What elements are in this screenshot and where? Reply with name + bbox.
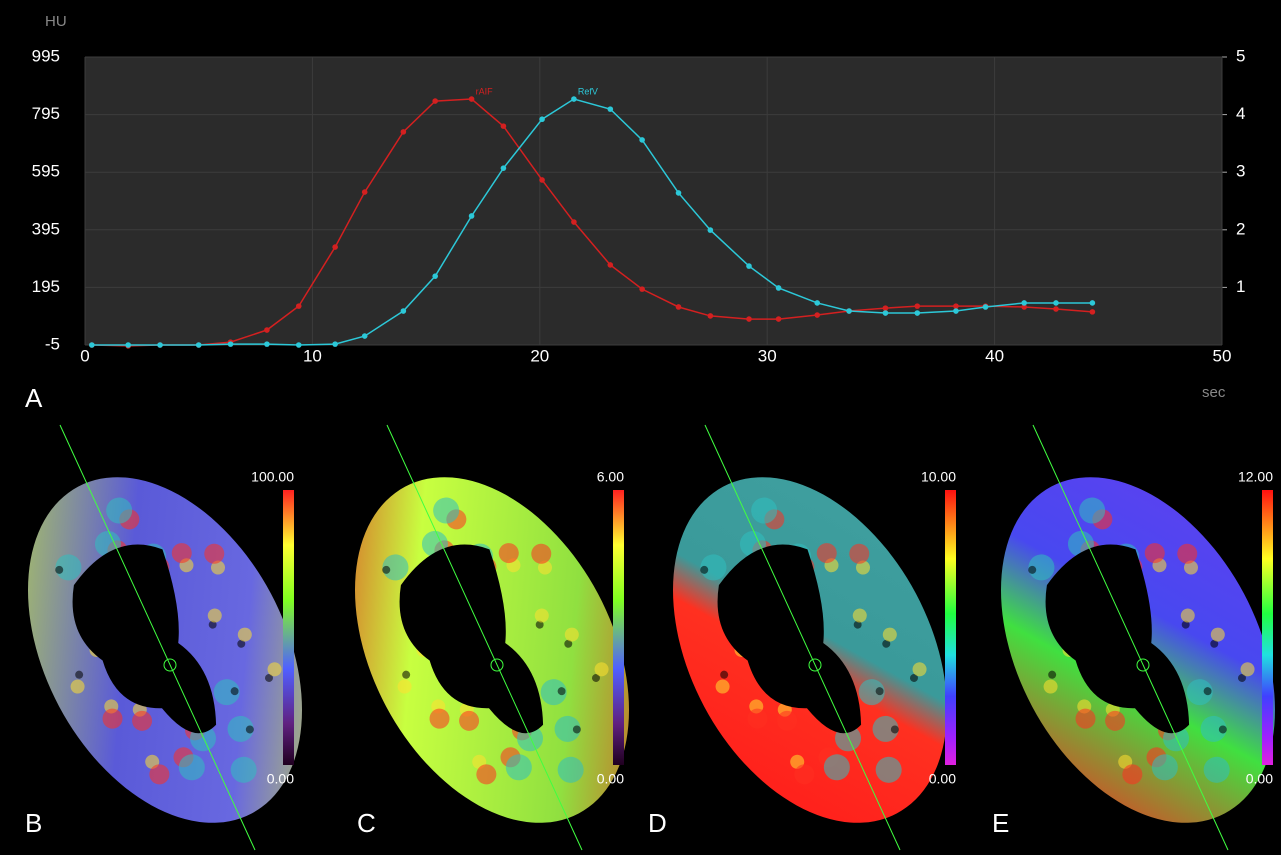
- color-max-label: 100.00: [251, 469, 294, 485]
- y2-tick-label: 2: [1236, 219, 1245, 238]
- data-point: [432, 98, 438, 104]
- data-point: [401, 308, 407, 314]
- y2-tick-label: 4: [1236, 104, 1245, 123]
- x-tick-label: 50: [1213, 346, 1232, 365]
- figure: HU sec A -519539559579599512345010203040…: [0, 0, 1281, 855]
- series-label: rAIF: [476, 86, 494, 96]
- brain-map: [0, 430, 358, 855]
- data-point: [332, 341, 338, 347]
- y-tick-label: 595: [32, 162, 60, 181]
- x-tick-label: 10: [303, 346, 322, 365]
- data-point: [708, 313, 714, 319]
- color-min-label: 0.00: [1246, 771, 1273, 787]
- data-point: [676, 304, 682, 310]
- color-bar: [613, 490, 624, 765]
- data-point: [571, 219, 577, 225]
- panel-letter: D: [648, 808, 667, 838]
- data-point: [196, 342, 202, 348]
- plot-area: [85, 57, 1222, 345]
- data-point: [501, 123, 507, 129]
- data-point: [607, 262, 613, 268]
- data-point: [914, 310, 920, 316]
- panel-letter: E: [992, 808, 1009, 838]
- data-point: [1053, 306, 1059, 312]
- color-bar: [945, 490, 956, 765]
- data-point: [332, 244, 338, 250]
- data-point: [776, 285, 782, 291]
- data-point: [296, 303, 302, 309]
- color-min-label: 0.00: [929, 771, 956, 787]
- series-label: RefV: [578, 86, 598, 96]
- data-point: [883, 310, 889, 316]
- data-point: [501, 165, 507, 171]
- data-point: [846, 308, 852, 314]
- data-point: [746, 316, 752, 322]
- y-axis-label: HU: [45, 13, 67, 30]
- panel-letter: B: [25, 808, 42, 838]
- brain-map: [945, 430, 1281, 855]
- data-point: [883, 305, 889, 311]
- color-min-label: 0.00: [267, 771, 294, 787]
- data-point: [264, 341, 270, 347]
- data-point: [539, 177, 545, 183]
- data-point: [814, 312, 820, 318]
- x-tick-label: 30: [758, 346, 777, 365]
- data-point: [914, 303, 920, 309]
- data-point: [746, 263, 752, 269]
- data-point: [296, 342, 302, 348]
- data-point: [708, 227, 714, 233]
- y-tick-label: 995: [32, 46, 60, 65]
- data-point: [1090, 309, 1096, 315]
- x-axis-label: sec: [1202, 384, 1226, 401]
- y-tick-label: -5: [45, 334, 60, 353]
- panel-letter: C: [357, 808, 376, 838]
- color-max-label: 10.00: [921, 469, 956, 485]
- data-point: [125, 342, 131, 348]
- brain-tissue: [0, 430, 358, 855]
- y-tick-label: 795: [32, 104, 60, 123]
- data-point: [469, 96, 475, 102]
- color-bar: [1262, 490, 1273, 765]
- x-tick-label: 40: [985, 346, 1004, 365]
- data-point: [953, 308, 959, 314]
- data-point: [362, 333, 368, 339]
- y-tick-label: 195: [32, 277, 60, 296]
- y2-tick-label: 1: [1236, 277, 1245, 296]
- data-point: [571, 96, 577, 102]
- data-point: [264, 327, 270, 333]
- data-point: [539, 116, 545, 122]
- color-bar: [283, 490, 294, 765]
- data-point: [89, 342, 95, 348]
- color-min-label: 0.00: [597, 771, 624, 787]
- data-point: [401, 129, 407, 135]
- data-point: [1021, 300, 1027, 306]
- data-point: [157, 342, 163, 348]
- data-point: [639, 137, 645, 143]
- brain-map: [299, 430, 685, 855]
- brain-map: [617, 430, 1003, 855]
- data-point: [228, 341, 234, 347]
- panel-letter: A: [25, 383, 43, 413]
- data-point: [469, 213, 475, 219]
- data-point: [639, 286, 645, 292]
- y2-tick-label: 5: [1236, 46, 1245, 65]
- data-point: [676, 190, 682, 196]
- data-point: [1090, 300, 1096, 306]
- data-point: [776, 316, 782, 322]
- data-point: [953, 303, 959, 309]
- data-point: [432, 273, 438, 279]
- data-point: [983, 304, 989, 310]
- x-tick-label: 20: [530, 346, 549, 365]
- x-tick-label: 0: [80, 346, 89, 365]
- data-point: [362, 189, 368, 195]
- y-tick-label: 395: [32, 219, 60, 238]
- data-point: [1053, 300, 1059, 306]
- data-point: [814, 300, 820, 306]
- color-max-label: 12.00: [1238, 469, 1273, 485]
- data-point: [607, 106, 613, 112]
- y2-tick-label: 3: [1236, 162, 1245, 181]
- color-max-label: 6.00: [597, 469, 624, 485]
